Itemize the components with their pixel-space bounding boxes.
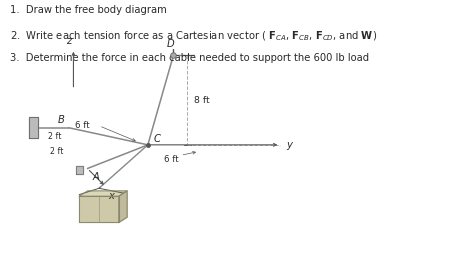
Text: 2 ft: 2 ft [48, 132, 61, 142]
Text: B: B [57, 115, 64, 125]
Text: y: y [286, 140, 292, 150]
Text: 2.  Write each tension force as a Cartesian vector ( $\mathbf{F}$$_{CA}$, $\math: 2. Write each tension force as a Cartesi… [10, 29, 377, 43]
Text: z: z [66, 36, 72, 46]
Text: x: x [109, 191, 114, 201]
Polygon shape [79, 196, 119, 222]
Polygon shape [29, 117, 37, 138]
Text: 8 ft: 8 ft [194, 95, 210, 105]
Text: C: C [154, 134, 160, 144]
Text: 1.  Draw the free body diagram: 1. Draw the free body diagram [10, 5, 166, 15]
Text: 3.  Determine the force in each cable needed to support the 600 lb load: 3. Determine the force in each cable nee… [10, 53, 369, 63]
Text: 6 ft: 6 ft [164, 155, 179, 164]
Polygon shape [79, 191, 127, 196]
Text: D: D [167, 39, 175, 49]
Polygon shape [119, 191, 127, 222]
Text: 2 ft: 2 ft [50, 147, 64, 156]
Polygon shape [76, 166, 83, 174]
Text: 6 ft: 6 ft [75, 121, 90, 130]
Text: A: A [92, 172, 99, 182]
